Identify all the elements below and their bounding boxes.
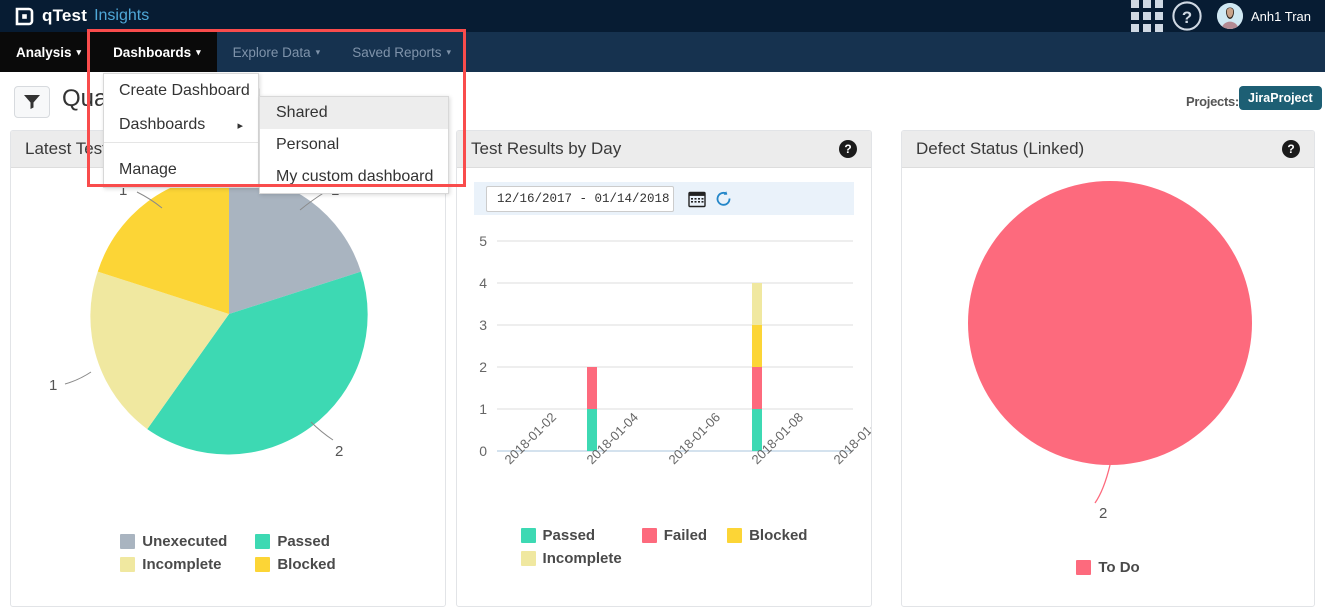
svg-text:4: 4 [479,275,487,291]
svg-text:1: 1 [49,377,57,394]
svg-text:1: 1 [479,401,487,417]
svg-text:2018-01-06: 2018-01-06 [666,409,724,467]
svg-text:2: 2 [1099,505,1107,522]
svg-text:0: 0 [479,443,487,459]
svg-text:2018-01-02: 2018-01-02 [502,409,560,467]
svg-text:5: 5 [479,233,487,249]
svg-text:2: 2 [335,443,343,460]
svg-text:?: ? [1182,8,1192,27]
svg-text:3: 3 [479,317,487,333]
svg-text:2: 2 [479,359,487,375]
svg-text:2018-01-10: 2018-01-10 [831,409,872,467]
